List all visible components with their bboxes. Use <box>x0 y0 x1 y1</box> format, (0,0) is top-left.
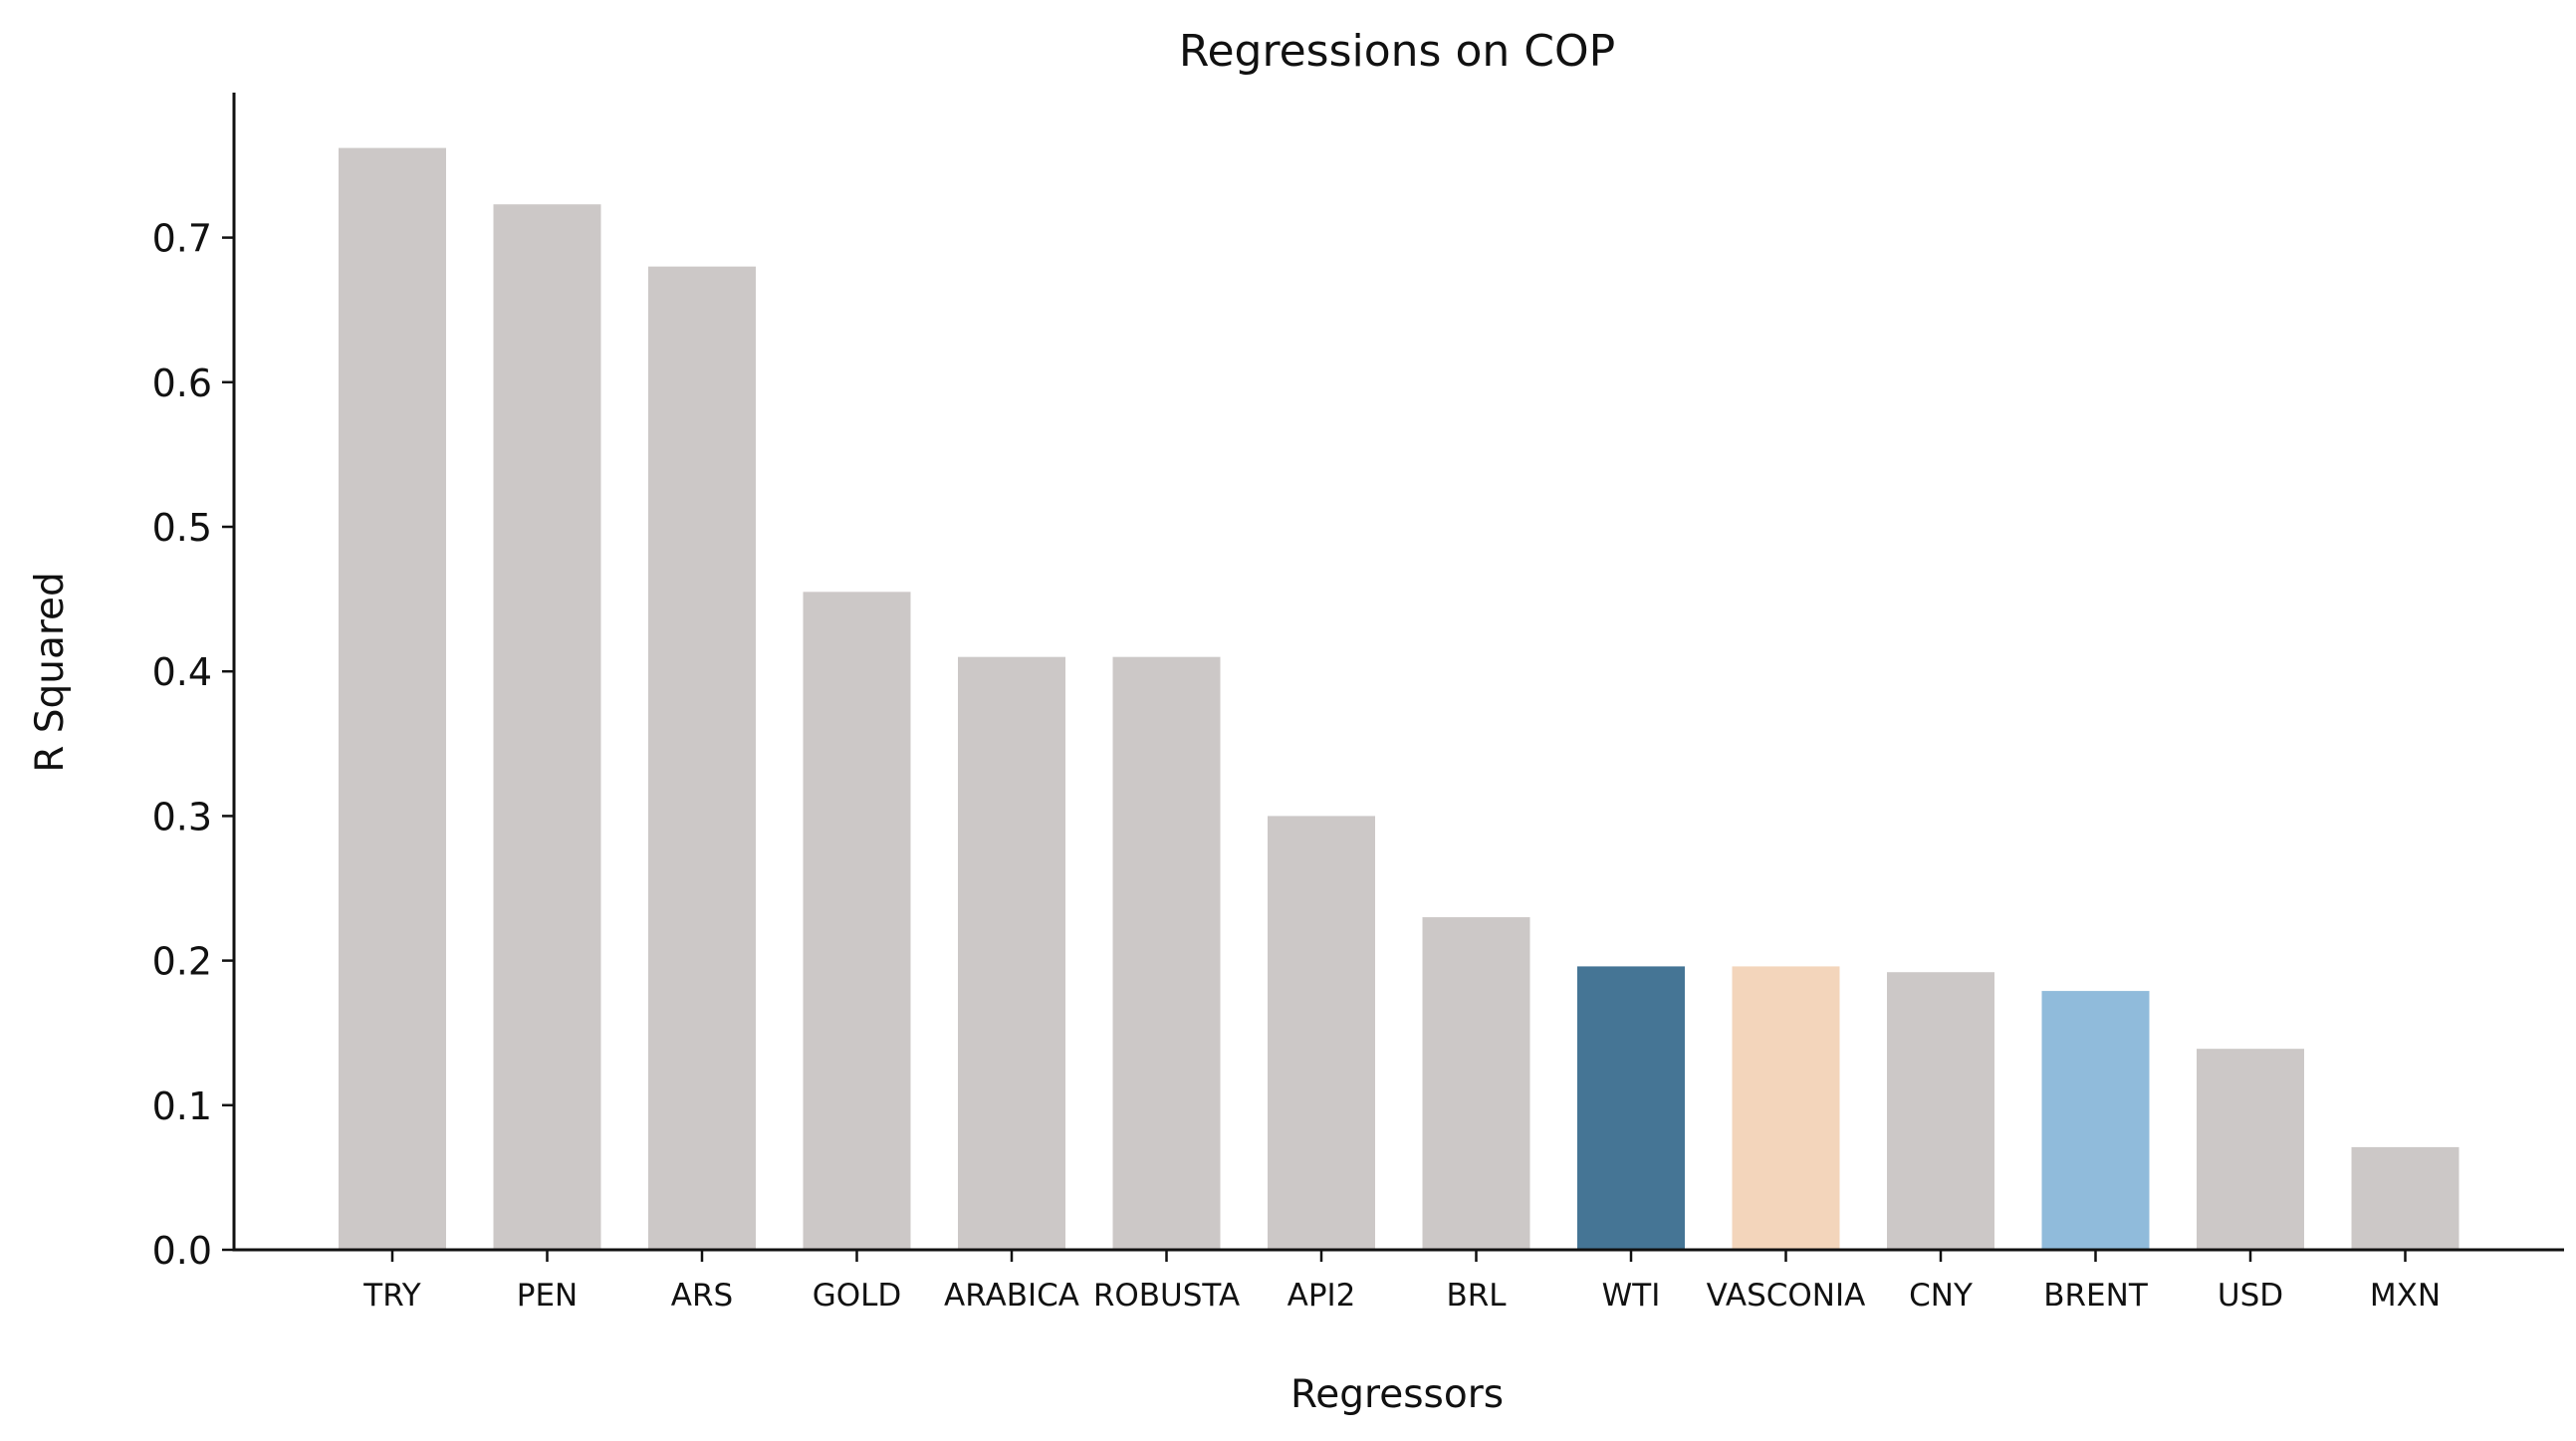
x-tick-label: USD <box>2218 1278 2283 1314</box>
bar-try <box>339 147 446 1250</box>
x-ticks-group: TRY PEN ARS GOLD ARABICA ROBUSTA API2 BRL WTI VAS… <box>362 1250 2441 1314</box>
bars-group <box>339 147 2459 1251</box>
bar-vasconia <box>1732 966 1840 1250</box>
x-tick-label: MXN <box>2370 1278 2441 1314</box>
y-tick-label: 0.2 <box>152 940 212 984</box>
x-tick-label: ARABICA <box>944 1278 1079 1314</box>
x-tick-label: PEN <box>517 1278 578 1314</box>
bar-brl <box>1422 917 1530 1250</box>
y-axis-label: R Squared <box>28 572 73 773</box>
x-tick-label: WTI <box>1602 1278 1661 1314</box>
x-axis-label: Regressors <box>1290 1372 1504 1417</box>
x-tick-label: ARS <box>671 1278 733 1314</box>
bar-wti <box>1577 966 1685 1250</box>
x-tick-label: GOLD <box>813 1278 902 1314</box>
y-tick-label: 0.1 <box>152 1084 212 1128</box>
bar-mxn <box>2351 1146 2459 1250</box>
y-tick-label: 0.6 <box>152 361 212 405</box>
bar-robusta <box>1112 656 1221 1250</box>
y-tick-label: 0.3 <box>152 795 212 839</box>
x-tick-label: CNY <box>1909 1278 1973 1314</box>
bar-api2 <box>1268 816 1375 1250</box>
bar-gold <box>803 592 911 1250</box>
chart-title: Regressions on COP <box>1179 26 1615 77</box>
x-tick-label: VASCONIA <box>1707 1278 1866 1314</box>
y-tick-label: 0.7 <box>152 217 212 261</box>
x-tick-label: BRL <box>1446 1278 1507 1314</box>
bar-ars <box>648 266 756 1250</box>
y-tick-label: 0.5 <box>152 506 212 550</box>
x-tick-label: API2 <box>1288 1278 1356 1314</box>
bar-pen <box>493 204 601 1251</box>
y-tick-label: 0.4 <box>152 650 212 694</box>
bar-arabica <box>958 656 1065 1250</box>
x-tick-label: TRY <box>362 1278 420 1314</box>
y-tick-label: 0.0 <box>152 1229 212 1273</box>
bar-cny <box>1887 972 1994 1250</box>
bar-usd <box>2197 1049 2304 1250</box>
bar-brent <box>2041 991 2150 1250</box>
y-ticks-group: 0.0 0.1 0.2 0.3 0.4 0.5 0.6 0.7 <box>152 217 234 1273</box>
x-tick-label: ROBUSTA <box>1093 1278 1240 1314</box>
x-tick-label: BRENT <box>2043 1278 2149 1314</box>
